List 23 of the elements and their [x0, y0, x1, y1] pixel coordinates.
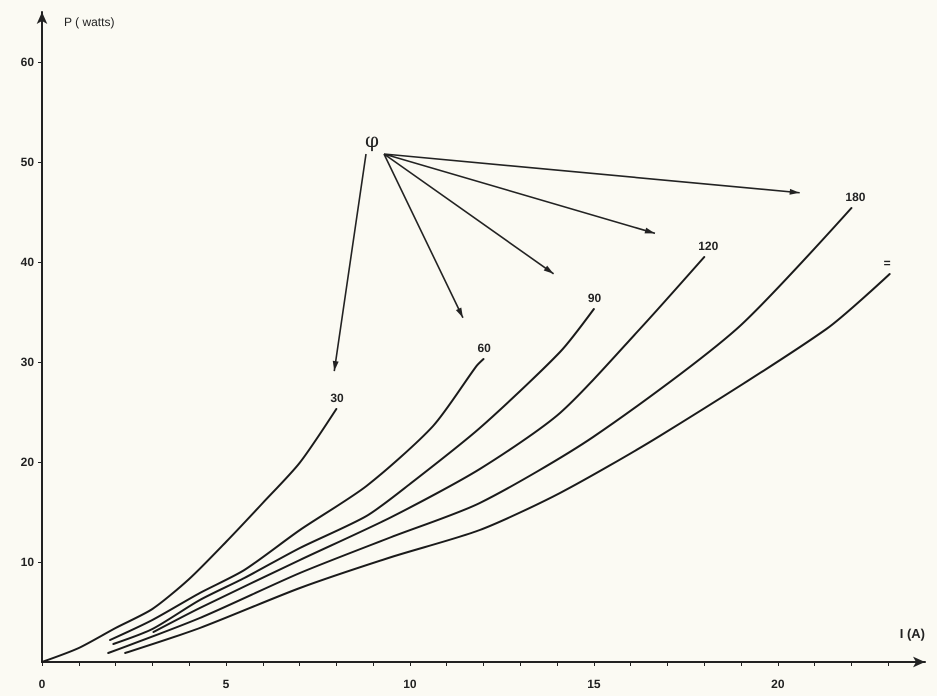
series-label: 180 [845, 190, 866, 204]
series-label: 120 [698, 239, 719, 253]
y-tick-label: 40 [20, 255, 34, 269]
y-tick-label: 10 [20, 555, 34, 569]
x-tick-label: 20 [771, 677, 785, 691]
y-axis-title: P ( watts) [64, 15, 114, 29]
y-tick-label: 50 [20, 155, 34, 169]
y-tick-label: 30 [20, 355, 34, 369]
y-tick-label: 60 [20, 55, 34, 69]
series-label: 90 [588, 291, 602, 305]
series-label: = [884, 256, 891, 270]
x-axis-title: I (A) [900, 626, 925, 641]
series-label: 30 [330, 391, 344, 405]
line-series [107, 207, 852, 654]
series-label: 60 [478, 341, 492, 355]
x-tick-label: 5 [222, 677, 230, 691]
line-series [109, 358, 484, 641]
x-tick-label: 0 [38, 677, 46, 691]
line-series [124, 273, 891, 654]
annotation: φ [364, 128, 380, 152]
x-tick-label: 10 [403, 677, 417, 691]
y-tick-label: 20 [20, 455, 34, 469]
x-tick-label: 15 [587, 677, 601, 691]
